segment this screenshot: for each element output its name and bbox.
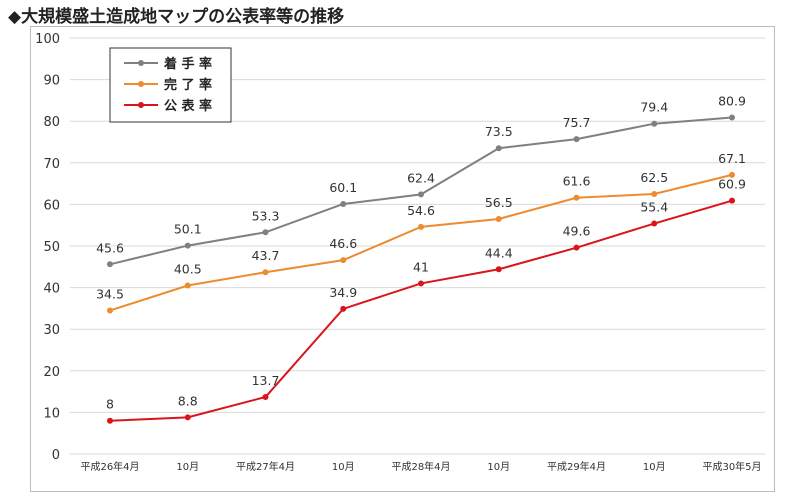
data-point — [184, 414, 191, 421]
series-1 — [107, 171, 735, 314]
y-tick-label: 100 — [35, 32, 60, 47]
data-point — [651, 120, 658, 127]
data-point — [107, 417, 113, 424]
data-label: 45.6 — [96, 240, 124, 255]
data-label: 54.6 — [407, 203, 435, 218]
data-label: 8 — [106, 397, 114, 412]
data-label: 62.4 — [407, 170, 435, 185]
x-tick-label: 平成28年4月 — [391, 460, 450, 473]
data-point — [262, 229, 269, 236]
x-axis-ticks: 平成26年4月 10月 平成27年4月 10月 平成28年4月 10月 平成29年4月 10月… — [80, 460, 761, 473]
data-label: 44.4 — [485, 245, 513, 260]
data-point — [340, 200, 347, 207]
x-tick-label: 10月 — [332, 461, 355, 473]
data-point — [651, 220, 658, 227]
data-point — [418, 191, 424, 198]
data-point — [495, 145, 502, 152]
data-labels: 45.6 50.1 53.3 60.1 62.4 73.5 75.7 79.4 80.9 34.5… — [96, 93, 746, 411]
legend-label: 完 了 率 — [164, 77, 212, 93]
data-point — [107, 307, 113, 314]
data-label: 46.6 — [329, 236, 357, 251]
y-tick-label: 70 — [43, 157, 60, 172]
data-label: 79.4 — [640, 100, 668, 115]
x-tick-label: 10月 — [643, 461, 666, 473]
data-label: 49.6 — [563, 224, 591, 239]
y-tick-label: 20 — [43, 365, 60, 380]
series-lines — [107, 114, 735, 424]
data-label: 61.6 — [563, 174, 591, 189]
y-tick-label: 50 — [43, 240, 60, 255]
data-point — [340, 305, 347, 312]
data-point — [729, 171, 735, 178]
chart-title: ◆大規模盛土造成地マップの公表率等の推移 — [8, 7, 345, 27]
data-point — [573, 244, 580, 251]
y-tick-label: 40 — [43, 282, 60, 297]
series-2 — [107, 197, 735, 424]
data-point — [184, 242, 191, 249]
x-tick-label: 平成29年4月 — [547, 460, 606, 473]
data-point — [184, 282, 191, 289]
data-point — [495, 266, 502, 273]
x-tick-label: 平成27年4月 — [236, 460, 295, 473]
data-label: 60.1 — [329, 180, 357, 195]
chart-frame — [30, 26, 775, 492]
data-label: 53.3 — [252, 208, 280, 223]
legend-marker — [138, 81, 144, 87]
y-tick-label: 30 — [43, 323, 60, 338]
data-point — [418, 280, 424, 287]
data-label: 50.1 — [174, 222, 202, 237]
data-point — [729, 197, 735, 204]
legend-marker — [138, 102, 144, 108]
data-label: 60.9 — [718, 177, 746, 192]
series-line — [109, 116, 733, 266]
x-tick-label: 平成30年5月 — [702, 460, 761, 473]
data-label: 13.7 — [252, 373, 280, 388]
y-tick-label: 0 — [52, 448, 60, 463]
data-point — [495, 215, 502, 222]
y-axis-ticks: 0 10 20 30 40 50 60 70 80 90 100 — [35, 32, 60, 463]
x-tick-label: 10月 — [176, 461, 199, 473]
y-tick-label: 90 — [43, 74, 60, 89]
data-label: 43.7 — [252, 248, 280, 263]
y-tick-label: 80 — [43, 115, 60, 130]
x-tick-label: 10月 — [487, 461, 510, 473]
data-label: 62.5 — [640, 170, 668, 185]
data-label: 40.5 — [174, 262, 202, 277]
data-label: 55.4 — [640, 200, 668, 215]
data-label: 8.8 — [178, 393, 198, 408]
x-tick-label: 平成26年4月 — [80, 460, 139, 473]
data-point — [262, 394, 269, 401]
data-point — [340, 257, 347, 264]
data-point — [729, 114, 735, 121]
data-point — [262, 269, 269, 276]
data-label: 41 — [413, 259, 429, 274]
y-tick-label: 60 — [43, 198, 60, 213]
data-point — [573, 194, 580, 201]
legend: 着 手 率完 了 率公 表 率 — [109, 47, 232, 123]
data-point — [573, 136, 580, 143]
data-label: 75.7 — [563, 115, 591, 130]
data-label: 56.5 — [485, 195, 513, 210]
data-label: 34.9 — [329, 285, 357, 300]
data-label: 73.5 — [485, 124, 513, 139]
series-line — [109, 199, 733, 422]
y-tick-label: 10 — [43, 406, 60, 421]
series-0 — [107, 114, 735, 268]
legend-label: 公 表 率 — [164, 98, 212, 114]
data-label: 80.9 — [718, 93, 746, 108]
legend-marker — [138, 60, 144, 66]
data-point — [651, 191, 658, 197]
data-label: 67.1 — [718, 151, 746, 166]
data-point — [107, 261, 113, 268]
data-label: 34.5 — [96, 286, 124, 301]
data-point — [418, 223, 424, 230]
legend-label: 着 手 率 — [163, 56, 212, 72]
